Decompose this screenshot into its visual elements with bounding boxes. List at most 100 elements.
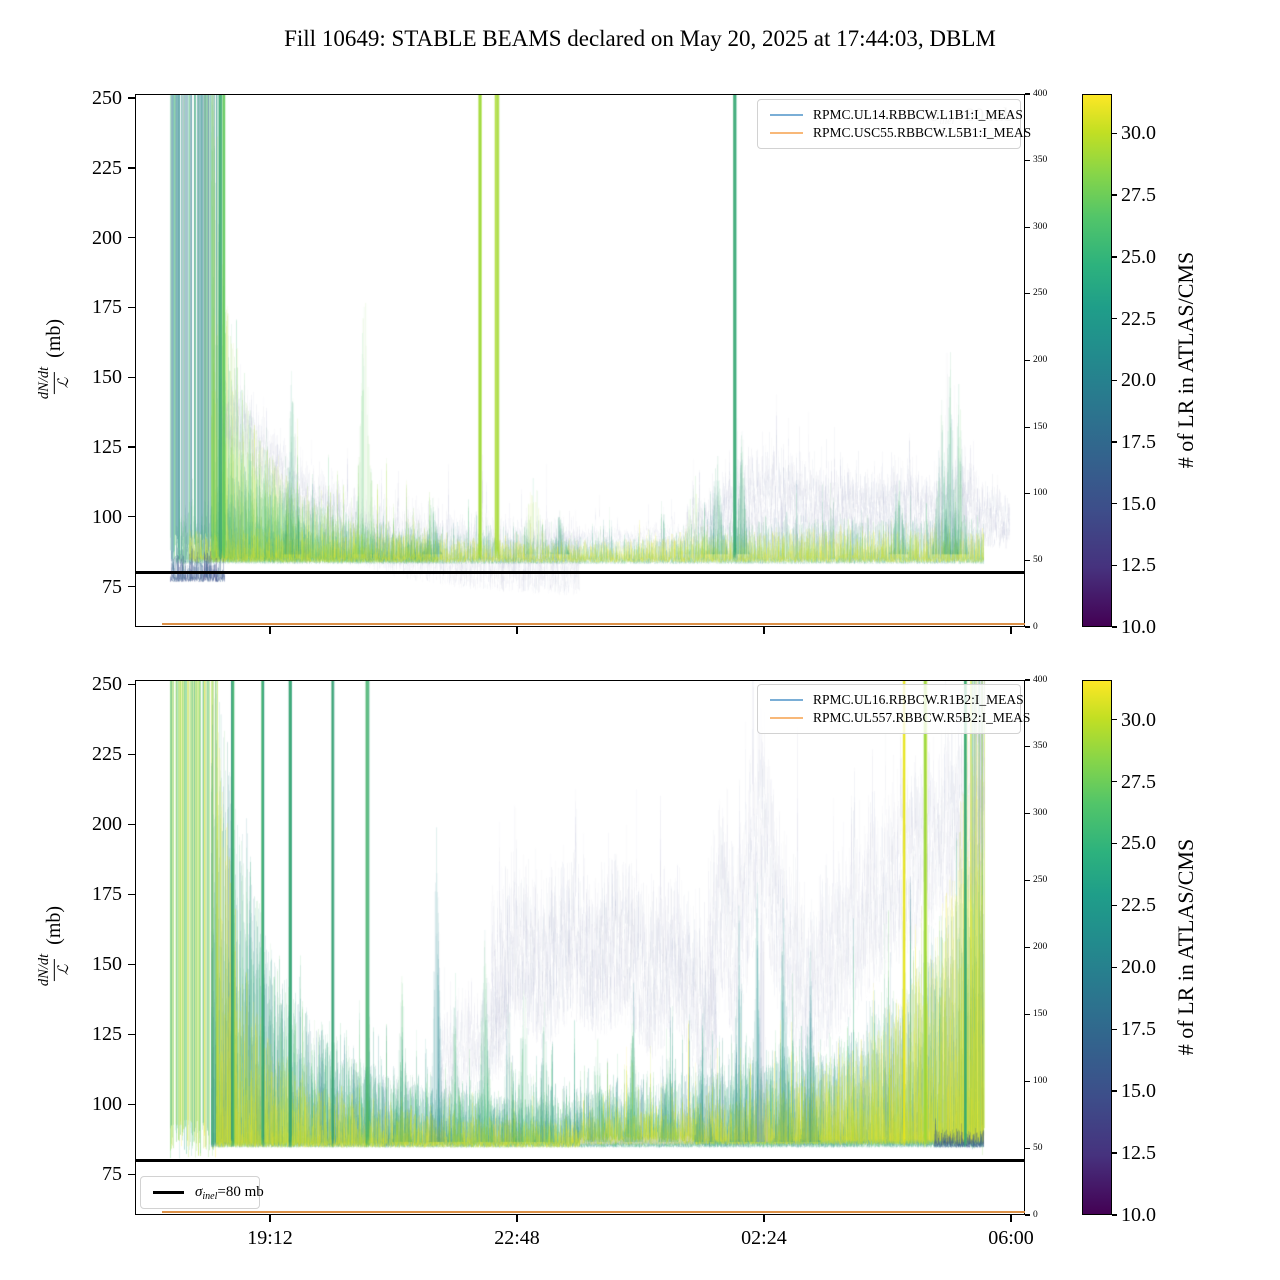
y-tick-label: 175: [92, 296, 122, 319]
colorbar-tick-mark: [1112, 132, 1117, 135]
right-axis-tick-label: 250: [1033, 288, 1048, 299]
colorbar-tick-label: 22.5: [1121, 894, 1156, 917]
y-axis-unit: (mb): [42, 905, 65, 945]
y-tick-label: 175: [92, 883, 122, 906]
right-axis-tick-label: 150: [1033, 421, 1048, 432]
right-axis-tick-mark: [1025, 559, 1030, 561]
right-axis-tick-mark: [1025, 1147, 1030, 1149]
colorbar-tick-label: 10.0: [1121, 1204, 1156, 1226]
x-tick-label: 22:48: [494, 1227, 540, 1249]
right-axis-tick-mark: [1025, 1214, 1030, 1216]
x-tick-mark: [763, 627, 765, 634]
top-colorbar: [1082, 94, 1112, 627]
right-axis-tick-mark: [1025, 946, 1030, 949]
right-axis-tick-label: 350: [1033, 155, 1048, 166]
right-axis-tick-label: 50: [1033, 1142, 1043, 1153]
orange-line-sample: [770, 717, 803, 719]
y-tick-mark: [128, 893, 135, 895]
black-line-sample: [153, 1191, 184, 1194]
sigma-inel-80mb-line: [135, 571, 1025, 574]
right-axis-tick-label: 0: [1033, 1209, 1038, 1220]
top-plot-canvas: [136, 95, 1023, 625]
x-tick-label: 19:12: [247, 1227, 293, 1249]
x-tick-label: 06:00: [988, 1227, 1034, 1249]
right-axis-tick-label: 100: [1033, 488, 1048, 499]
right-axis-tick-label: 50: [1033, 554, 1043, 565]
y-tick-label: 125: [92, 1023, 122, 1046]
y-tick-mark: [128, 376, 135, 378]
colorbar-tick-label: 17.5: [1121, 1018, 1156, 1041]
top-y-axis-label: dN/dt ℒ (mb): [36, 319, 73, 401]
right-axis-tick-mark: [1025, 1013, 1030, 1015]
right-axis-tick-mark: [1025, 813, 1030, 815]
right-axis-tick-label: 150: [1033, 1008, 1048, 1019]
colorbar-tick-label: 25.0: [1121, 832, 1156, 855]
colorbar-tick-label: 15.0: [1121, 492, 1156, 515]
right-axis-tick-label: 400: [1033, 674, 1048, 685]
x-tick-mark: [269, 627, 271, 634]
orange-line-sample: [770, 132, 803, 134]
right-axis-tick-label: 300: [1033, 221, 1048, 232]
y-tick-label: 150: [92, 953, 122, 976]
right-axis-tick-label: 400: [1033, 88, 1048, 99]
y-tick-mark: [128, 1173, 135, 1176]
y-tick-label: 150: [92, 366, 122, 389]
colorbar-tick-label: 12.5: [1121, 1142, 1156, 1165]
colorbar-tick-label: 20.0: [1121, 956, 1156, 979]
right-axis-tick-label: 250: [1033, 875, 1048, 886]
top-legend: RPMC.UL14.RBBCW.L1B1:I_MEAS RPMC.USC55.R…: [757, 99, 1031, 149]
colorbar-tick-mark: [1112, 626, 1117, 628]
legend-entry: RPMC.USC55.RBBCW.L5B1:I_MEAS: [770, 124, 1031, 142]
y-tick-mark: [128, 963, 135, 965]
right-axis-tick-mark: [1025, 880, 1030, 882]
bottom-colorbar-label: # of LR in ATLAS/CMS: [1173, 838, 1198, 1056]
x-tick-mark: [516, 1215, 518, 1222]
y-tick-mark: [128, 1033, 135, 1036]
bottom-legend: RPMC.UL16.RBBCW.R1B2:I_MEAS RPMC.UL557.R…: [757, 684, 1030, 734]
top-plot-area: [135, 94, 1025, 627]
right-axis-tick-mark: [1025, 93, 1030, 95]
right-axis-tick-mark: [1025, 160, 1030, 162]
y-tick-label: 250: [92, 673, 122, 696]
right-axis-tick-mark: [1025, 226, 1030, 228]
y-tick-label: 250: [92, 87, 122, 110]
right-axis-tick-mark: [1025, 1080, 1030, 1082]
colorbar-tick-mark: [1112, 317, 1117, 320]
y-tick-mark: [128, 823, 135, 825]
colorbar-tick-label: 30.0: [1121, 122, 1156, 145]
y-tick-label: 100: [92, 1093, 122, 1116]
y-tick-mark: [128, 97, 135, 99]
colorbar-tick-mark: [1112, 194, 1117, 196]
colorbar-tick-mark: [1112, 842, 1117, 845]
bottom-plot-area: [135, 680, 1025, 1215]
right-axis-tick-label: 100: [1033, 1075, 1048, 1086]
sigma-inel-label: σinel=80 mb: [195, 1183, 264, 1202]
y-tick-mark: [128, 753, 135, 755]
y-tick-label: 75: [102, 1163, 122, 1186]
y-tick-mark: [128, 516, 135, 518]
x-tick-mark: [1010, 1215, 1012, 1222]
x-tick-mark: [516, 627, 518, 634]
colorbar-tick-mark: [1112, 379, 1117, 381]
right-axis-tick-label: 200: [1033, 942, 1048, 952]
rp-current-line: [161, 623, 1025, 626]
y-tick-label: 225: [92, 743, 122, 766]
colorbar-tick-label: 10.0: [1121, 616, 1156, 638]
right-axis-tick-label: 0: [1033, 621, 1038, 632]
right-axis-tick-mark: [1025, 426, 1030, 428]
right-axis-tick-label: 300: [1033, 808, 1048, 819]
y-tick-mark: [128, 585, 135, 588]
legend-entry: RPMC.UL16.RBBCW.R1B2:I_MEAS: [770, 691, 1024, 709]
bottom-plot-canvas: [136, 681, 1023, 1213]
y-tick-mark: [128, 167, 135, 169]
right-axis-tick-mark: [1025, 746, 1030, 748]
colorbar-tick-mark: [1112, 1152, 1117, 1154]
colorbar-tick-label: 20.0: [1121, 369, 1156, 392]
x-tick-mark: [1010, 627, 1012, 634]
y-tick-label: 125: [92, 436, 122, 458]
right-axis-tick-mark: [1025, 626, 1030, 628]
y-tick-label: 200: [92, 226, 122, 249]
bottom-y-axis-label: dN/dt ℒ (mb): [36, 905, 73, 988]
colorbar-tick-label: 17.5: [1121, 430, 1156, 453]
colorbar-tick-mark: [1112, 564, 1117, 566]
